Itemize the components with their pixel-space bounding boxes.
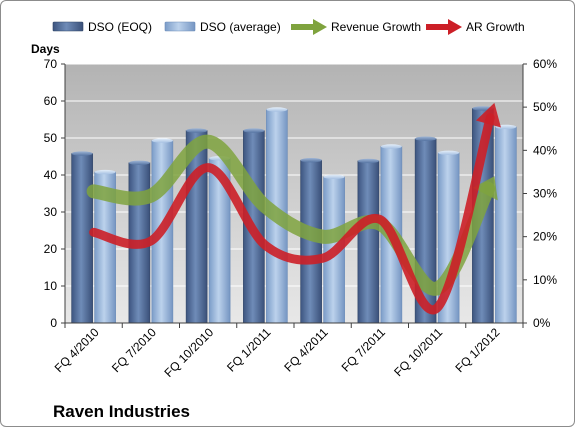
bar-dso-average-cap [438,150,460,155]
y-tick-label: 10 [44,279,58,293]
x-tick-label: FQ 1/2011 [224,325,274,375]
legend-label: DSO (average) [200,20,281,34]
bar-dso-eoq-cap [243,128,265,133]
legend-arrow-head [448,19,462,35]
x-tick-label: FQ 1/2012 [453,325,503,375]
growth-lines [86,102,501,315]
bar-dso-eoq-cap [300,158,322,163]
chart-title: Raven Industries [53,402,190,421]
bar-dso-eoq-cap [357,158,379,164]
legend: DSO (EOQ) DSO (average) Revenue Growth AR G… [52,19,525,35]
bar-dso-average-cap [94,169,116,175]
y2-tick-label: 60% [533,57,557,71]
line-ar-growth [89,113,495,315]
bar-dso-eoq [71,153,93,324]
bar-dso-average-cap [323,174,345,180]
x-tick-label: FQ 7/2011 [339,325,389,375]
legend-dso-average: DSO (average) [164,20,281,34]
legend-swatch [52,21,84,32]
x-tick-label: FQ 10/2010 [162,325,217,380]
y2-tick-label: 0% [533,316,551,330]
y2-tick-label: 20% [533,230,557,244]
y2-tick-label: 40% [533,143,557,157]
x-tick-label: FQ 4/2010 [52,325,102,375]
x-tick-label: FQ 10/2011 [391,325,445,379]
line-revenue-growth-arrowhead [472,176,498,201]
bar-dso-average-cap [266,107,288,112]
bar-dso-average [495,126,517,324]
y2-axis-ticks: 0% 10% 20% 30% 40% 50% 60% [523,57,557,330]
y-tick-label: 70 [44,57,58,71]
bar-dso-eoq-cap [71,151,93,156]
bar-dso-average-cap [151,138,173,143]
legend-ar-growth: AR Growth [426,19,525,35]
legend-dso-eoq: DSO (EOQ) [52,20,152,34]
line-revenue-growth [86,134,496,296]
y-tick-label: 60 [44,94,58,108]
bar-dso-eoq-cap [415,136,437,141]
y-tick-label: 40 [44,168,58,182]
x-tick-label: FQ 7/2010 [109,325,159,375]
legend-revenue-growth: Revenue Growth [291,19,421,35]
bar-dso-eoq [357,160,380,324]
line-ar-growth-arrowhead [475,102,501,128]
y-axis-ticks: 0 10 20 30 40 50 60 70 [44,57,65,330]
legend-arrow-head [313,19,327,35]
x-axis-ticks: FQ 4/2010 FQ 7/2010 FQ 10/2010 FQ 1/2011 FQ … [52,323,524,380]
bar-dso-eoq-cap [186,128,208,133]
bar-dso-average-cap [495,124,517,130]
legend-label: DSO (EOQ) [88,20,152,34]
y-tick-label: 30 [44,205,58,219]
x-tick-label: FQ 4/2011 [281,325,331,375]
legend-swatch [164,21,196,32]
y-tick-label: 50 [44,131,58,145]
y-axis-title: Days [31,42,60,56]
y2-tick-label: 10% [533,273,557,287]
bar-dso-average-cap [380,144,402,149]
y-tick-label: 20 [44,242,58,256]
legend-label: AR Growth [466,20,525,34]
y2-tick-label: 30% [533,187,557,201]
legend-label: Revenue Growth [331,20,421,34]
y2-tick-label: 50% [533,100,557,114]
y-tick-label: 0 [50,316,57,330]
bar-dso-eoq-cap [128,160,150,165]
